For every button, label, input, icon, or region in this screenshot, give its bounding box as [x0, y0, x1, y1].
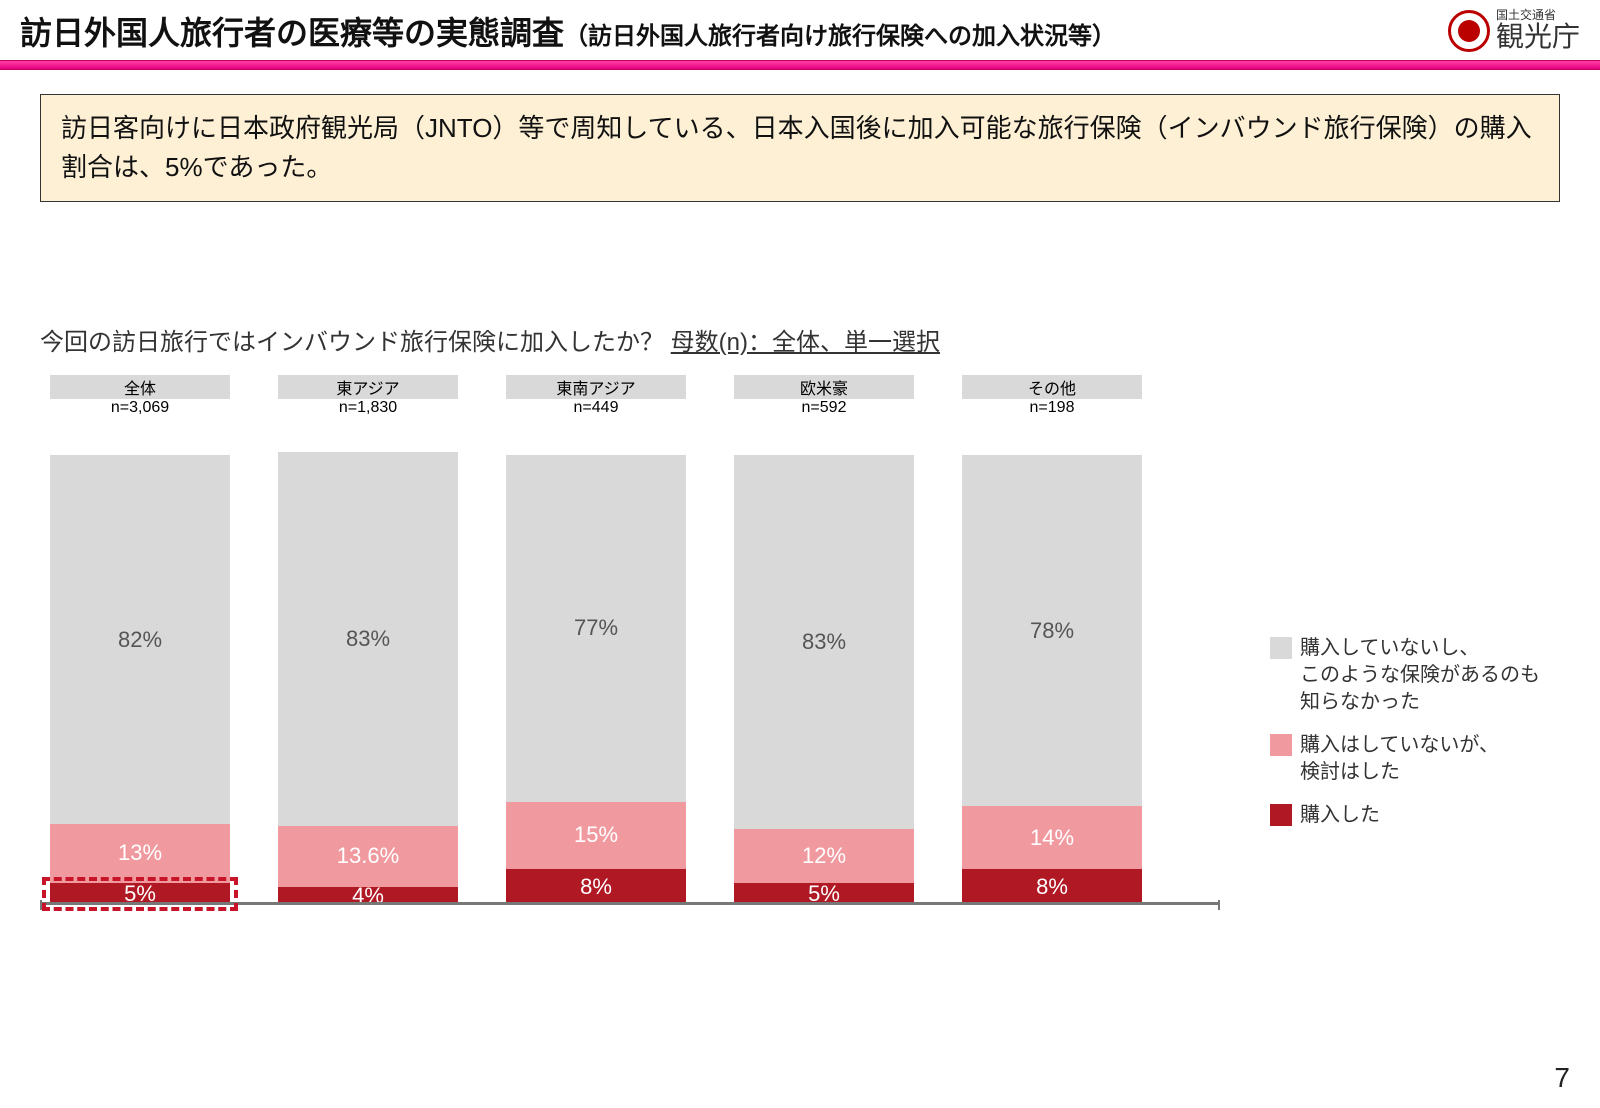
column-label: その他 [962, 375, 1142, 399]
chart-question: 今回の訪日旅行ではインバウンド旅行保険に加入したか？ 母数(n)：全体、単一選択 [40, 322, 1600, 357]
chart-legend: 購入していないし、 このような保険があるのも 知らなかった購入はしていないが、 … [1270, 635, 1540, 845]
legend-swatch [1270, 637, 1292, 659]
column-header: 欧米豪n=592 [734, 375, 914, 417]
logo-text: 国土交通省 観光庁 [1496, 9, 1580, 53]
column-n: n=1,830 [278, 399, 458, 417]
bar-column: 5%12%83% [734, 455, 914, 905]
column-header: 東南アジアn=449 [506, 375, 686, 417]
column-n: n=198 [962, 399, 1142, 417]
column-n: n=592 [734, 399, 914, 417]
segment-considered: 14% [962, 806, 1142, 869]
segment-not-purchased: 77% [506, 455, 686, 802]
segment-not-purchased: 78% [962, 455, 1142, 806]
bar-stack: 8%14%78% [962, 455, 1142, 905]
column-headers: 全体n=3,069 東アジアn=1,830 東南アジアn=449 欧米豪n=592 その… [50, 375, 1142, 417]
column-header: 東アジアn=1,830 [278, 375, 458, 417]
legend-label: 購入はしていないが、 検討はした [1300, 732, 1499, 786]
column-header: その他n=198 [962, 375, 1142, 417]
title-main: 訪日外国人旅行者の医療等の実態調査 [20, 15, 564, 51]
chart-baseline [40, 902, 1220, 905]
bar-stack: 5%12%83% [734, 455, 914, 905]
chart-question-text: 今回の訪日旅行ではインバウンド旅行保険に加入したか？ [40, 329, 671, 356]
bars-row: 5%13%82%4%13.6%83%8%15%77%5%12%83%8%14%7… [50, 452, 1142, 905]
column-n: n=3,069 [50, 399, 230, 417]
bar-column: 5%13%82% [50, 455, 230, 905]
bar-stack: 8%15%77% [506, 455, 686, 905]
column-label: 東アジア [278, 375, 458, 399]
legend-label: 購入した [1300, 802, 1380, 829]
segment-purchased: 8% [962, 869, 1142, 905]
segment-purchased: 8% [506, 869, 686, 905]
segment-not-purchased: 83% [734, 455, 914, 829]
logo-big: 観光庁 [1496, 22, 1580, 53]
agency-logo: 国土交通省 観光庁 [1448, 9, 1580, 53]
accent-bar [0, 60, 1600, 70]
bar-stack: 4%13.6%83% [278, 452, 458, 905]
page-title: 訪日外国人旅行者の医療等の実態調査（訪日外国人旅行者向け旅行保険への加入状況等） [20, 8, 1116, 54]
legend-item: 購入していないし、 このような保険があるのも 知らなかった [1270, 635, 1540, 716]
page-number: 7 [1554, 1062, 1570, 1094]
segment-considered: 15% [506, 802, 686, 870]
column-label: 東南アジア [506, 375, 686, 399]
legend-swatch [1270, 734, 1292, 756]
chart-area: 全体n=3,069 東アジアn=1,830 東南アジアn=449 欧米豪n=592 その… [40, 375, 1560, 935]
column-label: 全体 [50, 375, 230, 399]
bar-column: 4%13.6%83% [278, 452, 458, 905]
chart-base-note: 母数(n)：全体、単一選択 [671, 329, 940, 356]
segment-considered: 12% [734, 829, 914, 883]
column-n: n=449 [506, 399, 686, 417]
column-header: 全体n=3,069 [50, 375, 230, 417]
legend-item: 購入した [1270, 802, 1540, 829]
segment-not-purchased: 83% [278, 452, 458, 826]
title-sub: （訪日外国人旅行者向け旅行保険への加入状況等） [564, 23, 1116, 50]
title-bar: 訪日外国人旅行者の医療等の実態調査（訪日外国人旅行者向け旅行保険への加入状況等）… [0, 0, 1600, 60]
segment-not-purchased: 82% [50, 455, 230, 824]
bar-column: 8%15%77% [506, 455, 686, 905]
summary-box: 訪日客向けに日本政府観光局（JNTO）等で周知している、日本入国後に加入可能な旅… [40, 94, 1560, 202]
bar-column: 8%14%78% [962, 455, 1142, 905]
logo-icon [1448, 10, 1490, 52]
legend-label: 購入していないし、 このような保険があるのも 知らなかった [1300, 635, 1540, 716]
segment-considered: 13.6% [278, 826, 458, 887]
legend-swatch [1270, 804, 1292, 826]
column-label: 欧米豪 [734, 375, 914, 399]
bar-stack: 5%13%82% [50, 455, 230, 905]
legend-item: 購入はしていないが、 検討はした [1270, 732, 1540, 786]
summary-text: 訪日客向けに日本政府観光局（JNTO）等で周知している、日本入国後に加入可能な旅… [61, 113, 1532, 182]
segment-considered: 13% [50, 824, 230, 883]
